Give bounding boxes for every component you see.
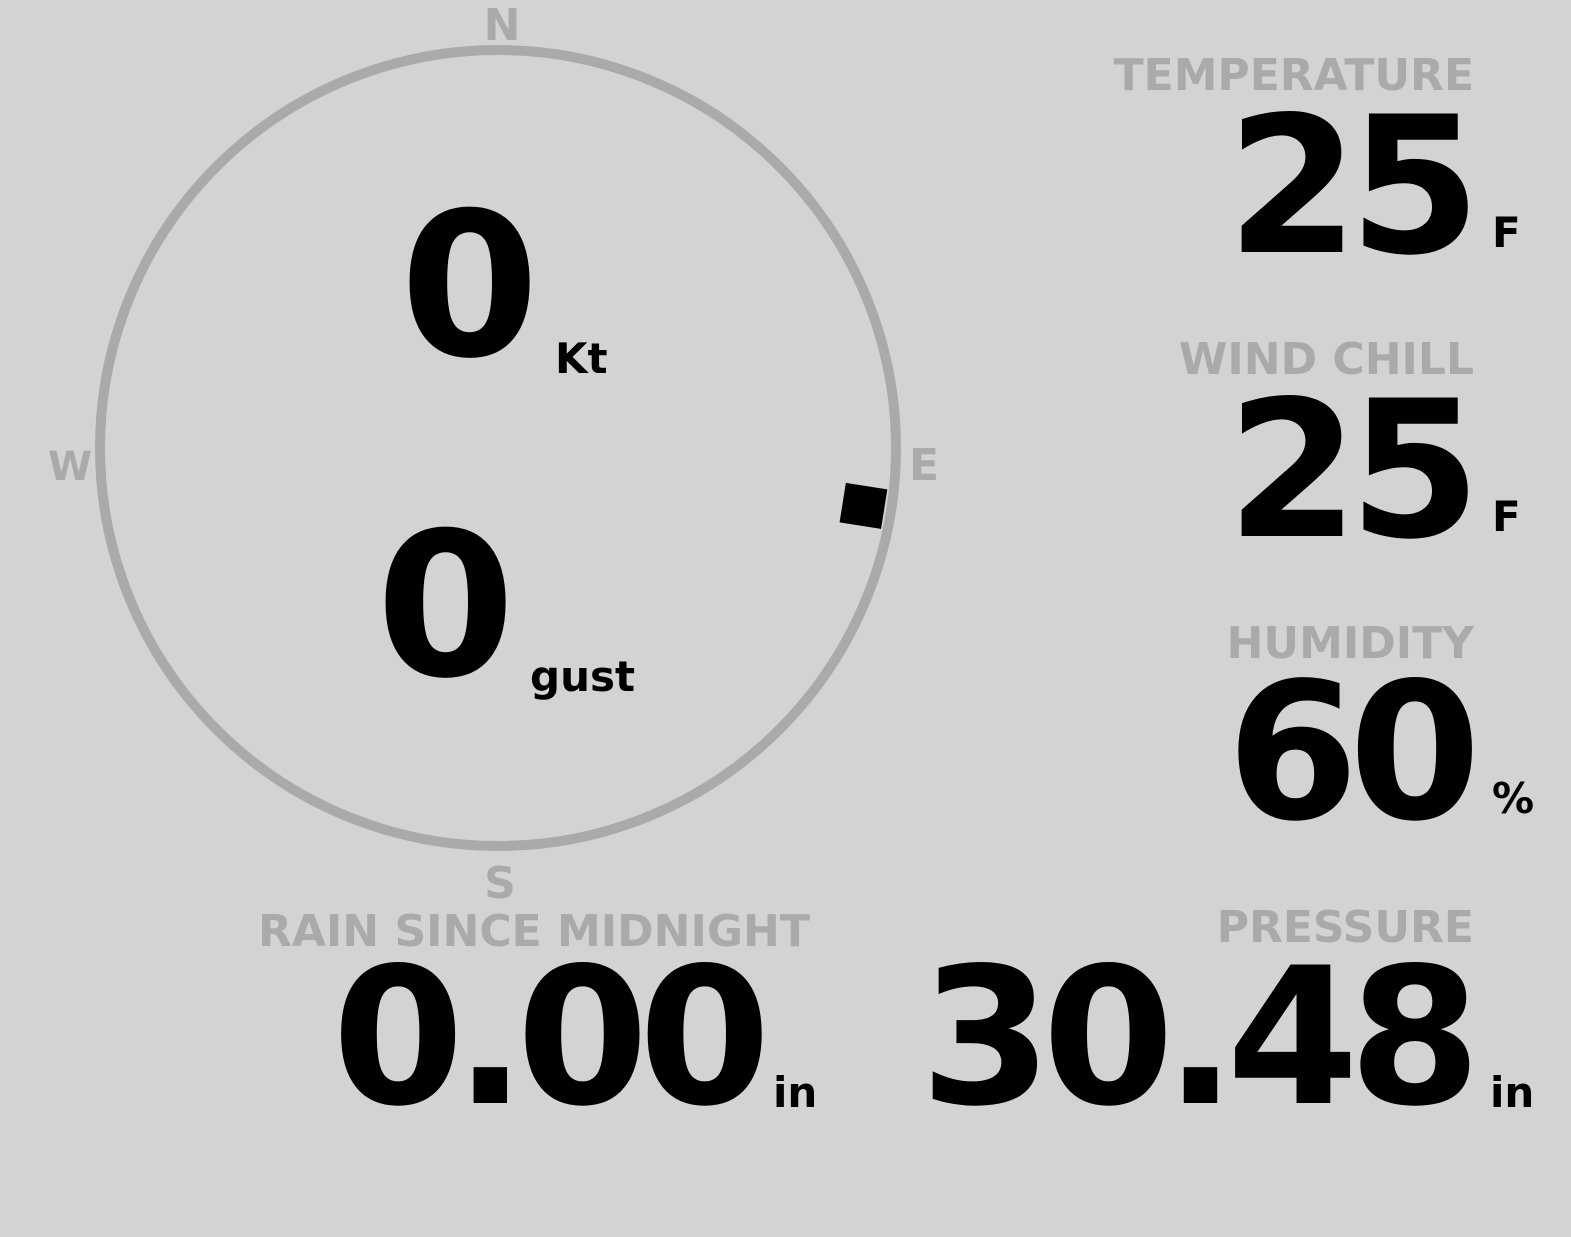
pressure-value: 30.48: [920, 927, 1481, 1148]
pressure-unit: in: [1490, 1068, 1535, 1117]
compass-north: N: [484, 0, 521, 51]
compass-west: W: [48, 444, 92, 490]
humidity-unit: %: [1492, 774, 1535, 823]
wind-compass: N E S W: [48, 0, 939, 905]
humidity-label: HUMIDITY: [1226, 618, 1474, 669]
humidity-value: 60: [1226, 642, 1481, 863]
temperature-value: 25: [1226, 76, 1481, 297]
wind-speed-unit: Kt: [555, 334, 608, 383]
compass-east: E: [909, 440, 939, 491]
wind-speed-value: 0: [400, 170, 539, 403]
wind-gust-value: 0: [376, 490, 515, 723]
compass-south: S: [484, 858, 516, 905]
temperature-unit: F: [1492, 208, 1521, 257]
wind-gust-unit: gust: [530, 652, 636, 701]
rain-unit: in: [773, 1068, 818, 1117]
rain-label: RAIN SINCE MIDNIGHT: [258, 906, 810, 957]
compass-ring: [95, 45, 901, 851]
temperature-label: TEMPERATURE: [1113, 50, 1474, 101]
wind-chill-value: 25: [1226, 360, 1481, 581]
rain-value: 0.00: [332, 927, 771, 1148]
wind-direction-marker: [839, 482, 888, 529]
wind-chill-unit: F: [1492, 492, 1521, 541]
wind-chill-label: WIND CHILL: [1178, 334, 1474, 385]
pressure-label: PRESSURE: [1216, 902, 1474, 953]
